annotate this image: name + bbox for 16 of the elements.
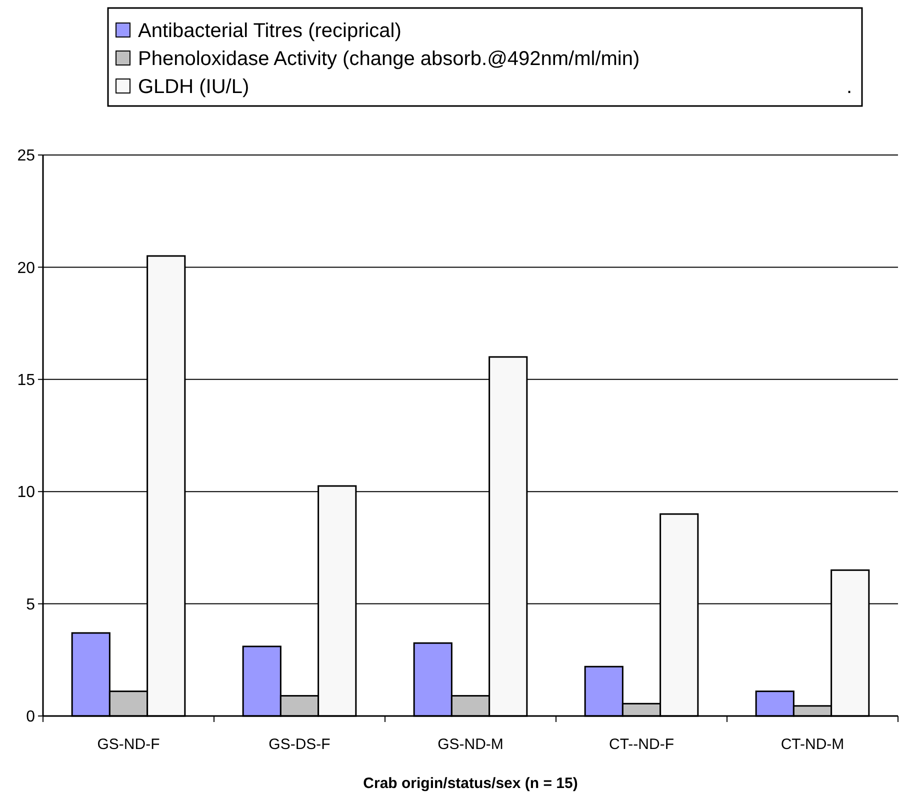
y-tick-label: 20 [17, 260, 36, 277]
legend-label: GLDH (IU/L) [138, 76, 250, 98]
x-tick-label: GS-ND-F [97, 736, 160, 753]
y-tick-label: 0 [26, 708, 36, 726]
y-tick-label: 15 [17, 372, 36, 389]
text: . [846, 76, 852, 98]
x-tick-label: GS-ND-M [438, 736, 504, 753]
x-tick-label: CT-ND-M [780, 736, 844, 753]
x-axis-title: Crab origin/status/sex (n = 15) [363, 775, 578, 792]
y-tick-label: 10 [17, 484, 36, 502]
y-tick-label: 25 [17, 148, 36, 165]
legend-label: Antibacterial Titres (reciprical) [138, 20, 402, 42]
x-tick-label: CT--ND-F [609, 736, 674, 753]
x-tick-label: GS-DS-F [268, 736, 330, 753]
y-tick-label: 5 [26, 596, 36, 614]
legend-label: Phenoloxidase Activity (change absorb.@492nm/ml/min) [138, 48, 640, 70]
